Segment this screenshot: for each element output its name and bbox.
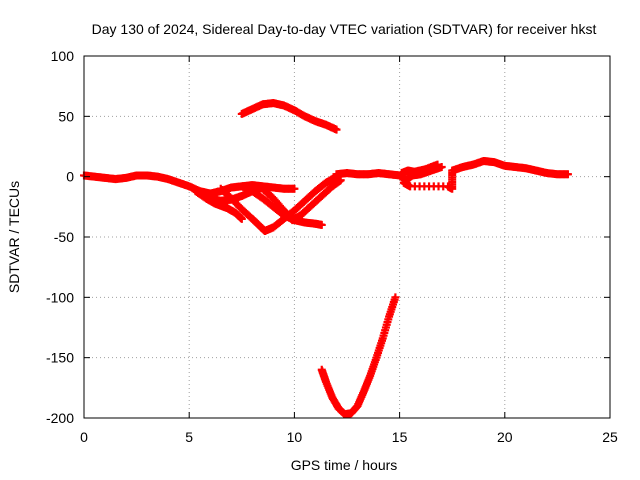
x-tick-label: 0	[80, 429, 88, 445]
x-tick-label: 5	[185, 429, 193, 445]
data-point	[437, 163, 446, 172]
data-point	[237, 214, 246, 223]
series-dip-b	[216, 172, 341, 235]
y-tick-label: -150	[46, 350, 74, 366]
y-tick-label: -50	[54, 229, 74, 245]
x-tick-label: 15	[392, 429, 408, 445]
x-axis-label: GPS time / hours	[291, 457, 398, 473]
grid	[84, 56, 610, 418]
chart-title: Day 130 of 2024, Sidereal Day-to-day VTE…	[92, 21, 597, 37]
series-right-segment-2	[399, 156, 572, 193]
data-point	[258, 183, 267, 192]
series-dip-d	[258, 176, 345, 225]
y-axis-label: SDTVAR / TECUs	[6, 181, 22, 293]
y-tick-label: 0	[66, 169, 74, 185]
x-tick-label: 20	[497, 429, 513, 445]
data-point	[332, 125, 341, 134]
series-arc-upper	[237, 99, 341, 134]
data-point	[433, 160, 442, 169]
y-tick-label: 100	[51, 48, 75, 64]
y-tick-label: 50	[58, 108, 74, 124]
x-tick-label: 10	[287, 429, 303, 445]
data-point	[290, 184, 299, 193]
series-dip-e	[206, 183, 267, 205]
y-tick-label: -200	[46, 410, 74, 426]
data-point	[563, 170, 572, 179]
series-v-shape	[317, 293, 400, 419]
x-tick-label: 25	[602, 429, 618, 445]
data-point	[391, 293, 400, 302]
plot-frame	[83, 55, 611, 419]
y-tick-label: -100	[46, 289, 74, 305]
series-spike-small	[397, 160, 442, 178]
axis-ticks: 0 5 10 15 20 25 -200 -150 -100 -50 0 50 100	[46, 48, 618, 445]
data-point	[317, 220, 326, 229]
data-series	[80, 99, 572, 419]
